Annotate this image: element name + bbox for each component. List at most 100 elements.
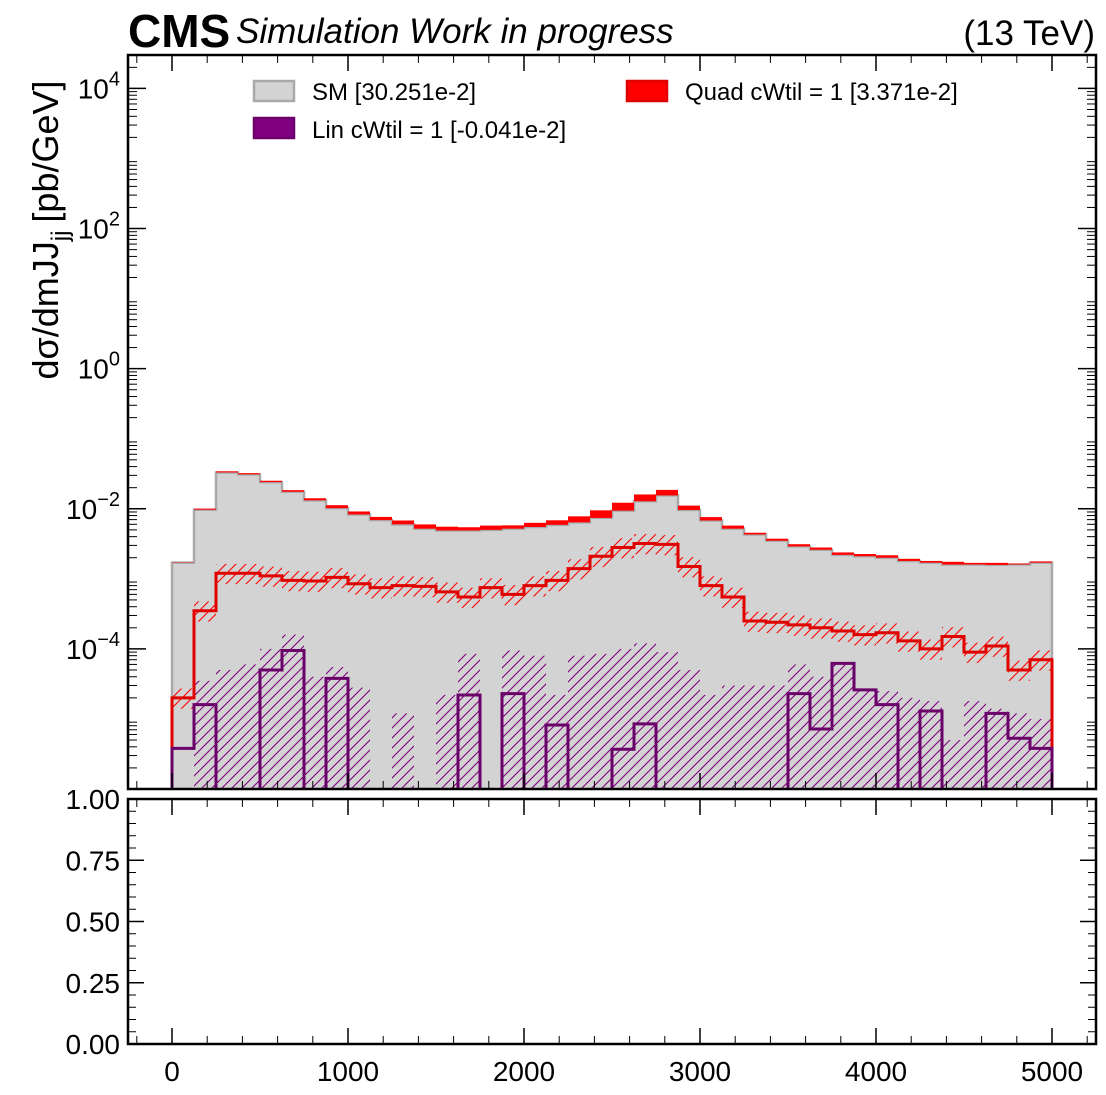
- sm-bar: [172, 563, 194, 789]
- y-axis-label-sub: jj: [47, 231, 74, 243]
- quad-stack-bar: [612, 503, 634, 511]
- ratio-panel-frame: [128, 799, 1096, 1044]
- lin-band-bin: [348, 688, 370, 789]
- lin-band-bin: [304, 677, 326, 789]
- quad-stack-bar: [436, 527, 458, 531]
- lin-band-bin: [392, 713, 414, 789]
- legend: SM [30.251e-2] Lin cWtil = 1 [-0.041e-2]…: [254, 79, 958, 144]
- lin-band-bin: [326, 667, 348, 789]
- quad-stack-bar: [832, 552, 854, 554]
- x-tick-label: 1000: [317, 1056, 379, 1087]
- lin-band-bin: [766, 686, 788, 789]
- quad-stack-bar: [304, 498, 326, 500]
- quad-stack-bar: [700, 517, 722, 520]
- quad-stack-bar: [766, 539, 788, 541]
- lin-band-bin: [216, 670, 238, 789]
- y-tick-label: 100: [78, 349, 120, 385]
- quad-stack-bar: [458, 527, 480, 530]
- lin-band-bin: [744, 686, 766, 789]
- lin-band-bin: [656, 652, 678, 789]
- lin-band-bin: [986, 709, 1008, 789]
- sm-bar: [370, 520, 392, 789]
- quad-stack-bar: [854, 554, 876, 556]
- lin-band-bin: [634, 643, 656, 789]
- lin-band-bin: [436, 695, 458, 789]
- lin-band-bin: [524, 656, 546, 789]
- y-tick-label: 10−4: [66, 629, 120, 665]
- quad-stack-bar: [260, 481, 282, 482]
- quad-stack-bar: [898, 559, 920, 561]
- quad-stack-bar: [414, 524, 436, 528]
- legend-label-quad: Quad cWtil = 1 [3.371e-2]: [685, 79, 958, 106]
- quad-stack-bar: [392, 521, 414, 525]
- lin-band-bin: [568, 656, 590, 789]
- legend-swatch-quad: [627, 81, 667, 101]
- legend-swatch-sm: [254, 81, 294, 101]
- quad-stack-bar: [788, 544, 810, 546]
- quad-stack-bar: [722, 526, 744, 529]
- quad-stack-bar: [216, 471, 238, 472]
- x-tick-label: 0: [164, 1056, 180, 1087]
- lin-band-bin: [678, 670, 700, 789]
- sm-bar: [480, 530, 502, 789]
- svg-text:dσ/dmJJjj[pb/GeV]: dσ/dmJJjj[pb/GeV]: [25, 80, 74, 379]
- lin-band-bin: [590, 654, 612, 789]
- x-tick-label: 3000: [669, 1056, 731, 1087]
- lin-band-bin: [854, 691, 876, 789]
- lin-band-bin: [964, 701, 986, 789]
- lin-band-bin: [546, 695, 568, 789]
- legend-swatch-lin: [254, 118, 294, 138]
- lin-band-bin: [788, 664, 810, 789]
- lin-band-bin: [700, 695, 722, 789]
- quad-stack-bar: [964, 563, 986, 565]
- energy-label: (13 TeV): [963, 14, 1095, 53]
- quad-stack-bar: [810, 548, 832, 550]
- quad-stack-bar: [590, 510, 612, 518]
- quad-stack-bar: [744, 533, 766, 535]
- quad-stack-bar: [524, 523, 546, 527]
- y-tick-label: 104: [78, 68, 120, 104]
- lin-band-bin: [1030, 719, 1052, 789]
- quad-stack-bar: [678, 506, 700, 510]
- lin-band-bin: [810, 677, 832, 789]
- ratio-y-tick-label: 0.25: [66, 968, 121, 999]
- lin-band-bin: [194, 681, 216, 789]
- quad-stack-bar: [480, 526, 502, 530]
- main-plot-area: [172, 471, 1052, 829]
- ratio-y-tick-label: 0.00: [66, 1029, 121, 1060]
- quad-stack-bar: [634, 494, 656, 501]
- quad-stack-bar: [370, 517, 392, 520]
- x-tick-label: 4000: [845, 1056, 907, 1087]
- lin-band-bin: [502, 650, 524, 789]
- lin-band-bin: [282, 635, 304, 789]
- lin-band-bin: [1008, 713, 1030, 789]
- quad-stack-bar: [1008, 564, 1030, 565]
- quad-stack-bar: [876, 555, 898, 557]
- lin-band-bin: [942, 740, 964, 789]
- lin-band-bin: [612, 649, 634, 789]
- quad-stack-bar: [656, 490, 678, 496]
- sm-bar: [414, 529, 436, 789]
- x-tick-label: 2000: [493, 1056, 555, 1087]
- quad-stack-bar: [986, 563, 1008, 565]
- lin-band-bin: [722, 686, 744, 789]
- quad-stack-bar: [546, 520, 568, 525]
- lin-band-bin: [832, 664, 854, 789]
- quad-stack-bar: [238, 473, 260, 474]
- quad-stack-bar: [326, 505, 348, 508]
- lin-band-bin: [458, 654, 480, 789]
- quad-stack-bar: [1030, 561, 1052, 562]
- ratio-y-tick-label: 0.75: [66, 845, 121, 876]
- quad-stack-bar: [194, 509, 216, 510]
- x-tick-label: 5000: [1021, 1056, 1083, 1087]
- quad-stack-bar: [920, 561, 942, 563]
- lin-band-bin: [238, 664, 260, 789]
- y-axis-label-unit: [pb/GeV]: [25, 80, 66, 222]
- quad-stack-bar: [942, 562, 964, 565]
- lin-band-bin: [898, 698, 920, 789]
- simulation-label: Simulation Work in progress: [236, 12, 674, 51]
- y-tick-label: 10−2: [66, 489, 120, 525]
